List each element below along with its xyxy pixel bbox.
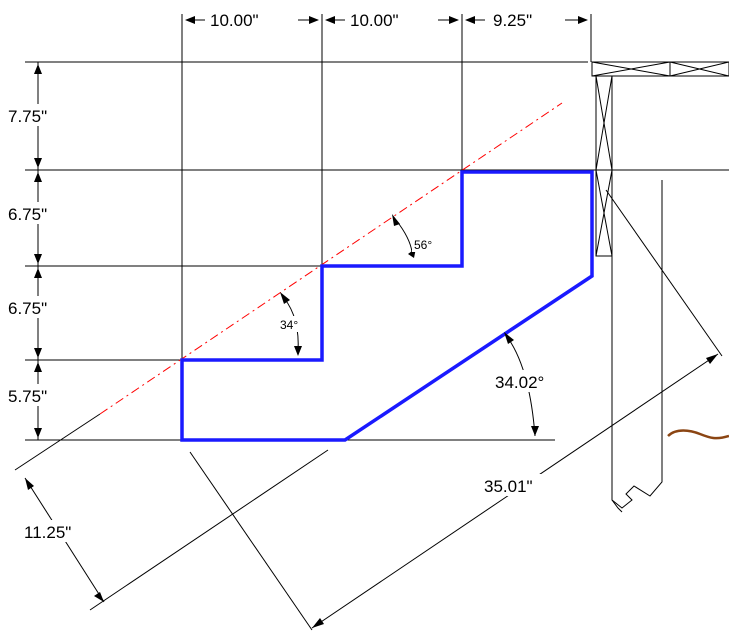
upper-step-angle: 56° — [414, 238, 432, 252]
rise-dimension-2: 6.75" — [8, 205, 47, 224]
rise-dimension-bottom: 5.75" — [8, 387, 47, 406]
stringer-depth-dimension: 11.25" — [24, 523, 71, 542]
run-dimension-2: 10.00" — [350, 11, 399, 30]
run-dimension-3: 9.25" — [493, 11, 532, 30]
bottom-cut-angle: 34.02° — [495, 373, 544, 392]
rise-dimension-3: 6.75" — [8, 299, 47, 318]
stringer-length-dimension: 35.01" — [484, 477, 533, 496]
pitch-line — [99, 102, 563, 415]
lower-step-angle: 34° — [280, 318, 298, 332]
run-dimension-1: 10.00" — [210, 11, 259, 30]
wall-framing — [591, 61, 729, 513]
break-squiggle — [667, 429, 729, 440]
angle-marks — [280, 214, 539, 437]
stair-stringer-outline — [180, 170, 594, 442]
length-dimension-line — [189, 189, 723, 631]
grid-lines — [25, 14, 729, 441]
rise-dimension-top: 7.75" — [8, 107, 47, 126]
depth-dimension-line — [14, 413, 329, 611]
